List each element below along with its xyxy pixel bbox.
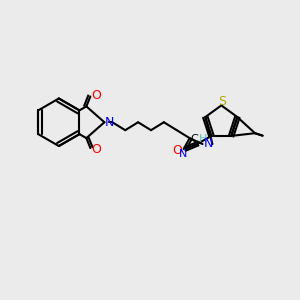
Text: S: S <box>218 95 226 108</box>
Text: C: C <box>191 134 199 144</box>
Text: N: N <box>178 149 187 159</box>
Text: O: O <box>91 89 101 102</box>
Text: O: O <box>172 145 182 158</box>
Text: H: H <box>199 134 208 144</box>
Text: N: N <box>105 116 114 129</box>
Text: N: N <box>204 136 213 150</box>
Text: O: O <box>91 142 101 155</box>
